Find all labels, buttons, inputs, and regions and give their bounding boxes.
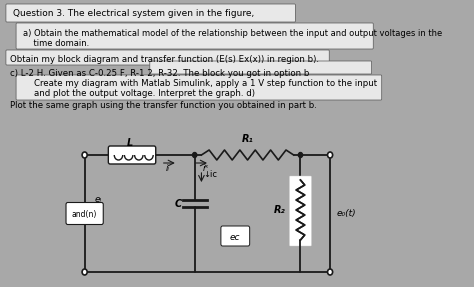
Text: iᴿ: iᴿ xyxy=(203,164,209,173)
Circle shape xyxy=(328,269,333,275)
Text: R₂: R₂ xyxy=(274,205,286,215)
Text: eᴄ: eᴄ xyxy=(230,232,240,241)
Text: Plot the same graph using the transfer function you obtained in part b.: Plot the same graph using the transfer f… xyxy=(10,102,317,110)
Text: a) Obtain the mathematical model of the relationship between the input and outpu: a) Obtain the mathematical model of the … xyxy=(23,28,442,38)
Text: C: C xyxy=(174,199,181,209)
FancyBboxPatch shape xyxy=(150,61,372,74)
FancyBboxPatch shape xyxy=(16,23,373,49)
Text: R₁: R₁ xyxy=(242,134,254,144)
Circle shape xyxy=(82,269,87,275)
Circle shape xyxy=(192,152,197,158)
FancyBboxPatch shape xyxy=(6,4,295,22)
FancyBboxPatch shape xyxy=(109,146,156,164)
Text: c) L-2 H. Given as C-0.25 F, R-1 2, R-32. The block you got in option b: c) L-2 H. Given as C-0.25 F, R-1 2, R-32… xyxy=(10,69,310,77)
Circle shape xyxy=(298,152,302,158)
Text: time domain.: time domain. xyxy=(23,38,89,48)
FancyBboxPatch shape xyxy=(221,226,250,246)
FancyBboxPatch shape xyxy=(6,50,329,65)
FancyBboxPatch shape xyxy=(16,75,382,100)
Text: Question 3. The electrical system given in the figure,: Question 3. The electrical system given … xyxy=(13,9,254,18)
Circle shape xyxy=(328,152,333,158)
Text: e₀(t): e₀(t) xyxy=(337,209,356,218)
Text: L: L xyxy=(127,138,133,148)
Text: and(n): and(n) xyxy=(72,210,97,219)
Circle shape xyxy=(82,152,87,158)
Text: iₗ: iₗ xyxy=(166,164,170,173)
FancyBboxPatch shape xyxy=(290,176,311,246)
Text: and plot the output voltage. Interpret the graph. d): and plot the output voltage. Interpret t… xyxy=(23,90,255,98)
Text: Create my diagram with Matlab Simulink, apply a 1 V step function to the input: Create my diagram with Matlab Simulink, … xyxy=(23,79,377,88)
FancyBboxPatch shape xyxy=(66,203,103,224)
Text: Obtain my block diagram and transfer function (E(s) Ex(x)) in region b).: Obtain my block diagram and transfer fun… xyxy=(10,55,319,63)
Text: eₗ: eₗ xyxy=(95,195,102,203)
Text: ↓iᴄ: ↓iᴄ xyxy=(203,170,217,179)
